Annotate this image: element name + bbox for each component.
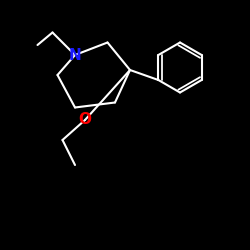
Text: O: O (78, 112, 92, 128)
Text: N: N (68, 48, 82, 62)
